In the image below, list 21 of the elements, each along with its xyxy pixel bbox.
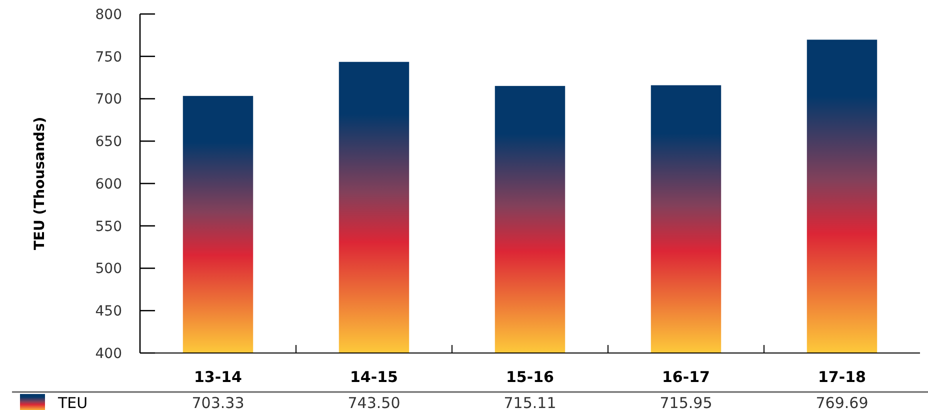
- data-label: 703.33: [192, 394, 244, 410]
- y-tick-label: 650: [95, 134, 122, 150]
- x-tick-label: 16-17: [662, 368, 710, 386]
- data-label: 743.50: [348, 394, 400, 410]
- y-tick-label: 400: [95, 346, 122, 362]
- x-tick-label: 13-14: [194, 368, 242, 386]
- y-tick-label: 800: [95, 6, 122, 23]
- x-tick-label: 15-16: [506, 368, 554, 386]
- x-tick-label: 14-15: [350, 368, 398, 386]
- y-tick-label: 450: [95, 304, 122, 320]
- legend-label: TEU: [57, 394, 88, 410]
- data-label: 769.69: [816, 394, 868, 410]
- y-tick-label: 500: [95, 261, 122, 278]
- data-label: 715.95: [660, 394, 712, 410]
- data-label: 715.11: [504, 394, 556, 410]
- y-axis-title: TEU (Thousands): [32, 116, 48, 250]
- y-tick-label: 750: [95, 49, 122, 66]
- x-tick-label: 17-18: [818, 368, 866, 386]
- y-tick-label: 600: [95, 176, 122, 192]
- y-tick-label: 550: [95, 218, 122, 235]
- y-tick-label: 700: [95, 92, 122, 108]
